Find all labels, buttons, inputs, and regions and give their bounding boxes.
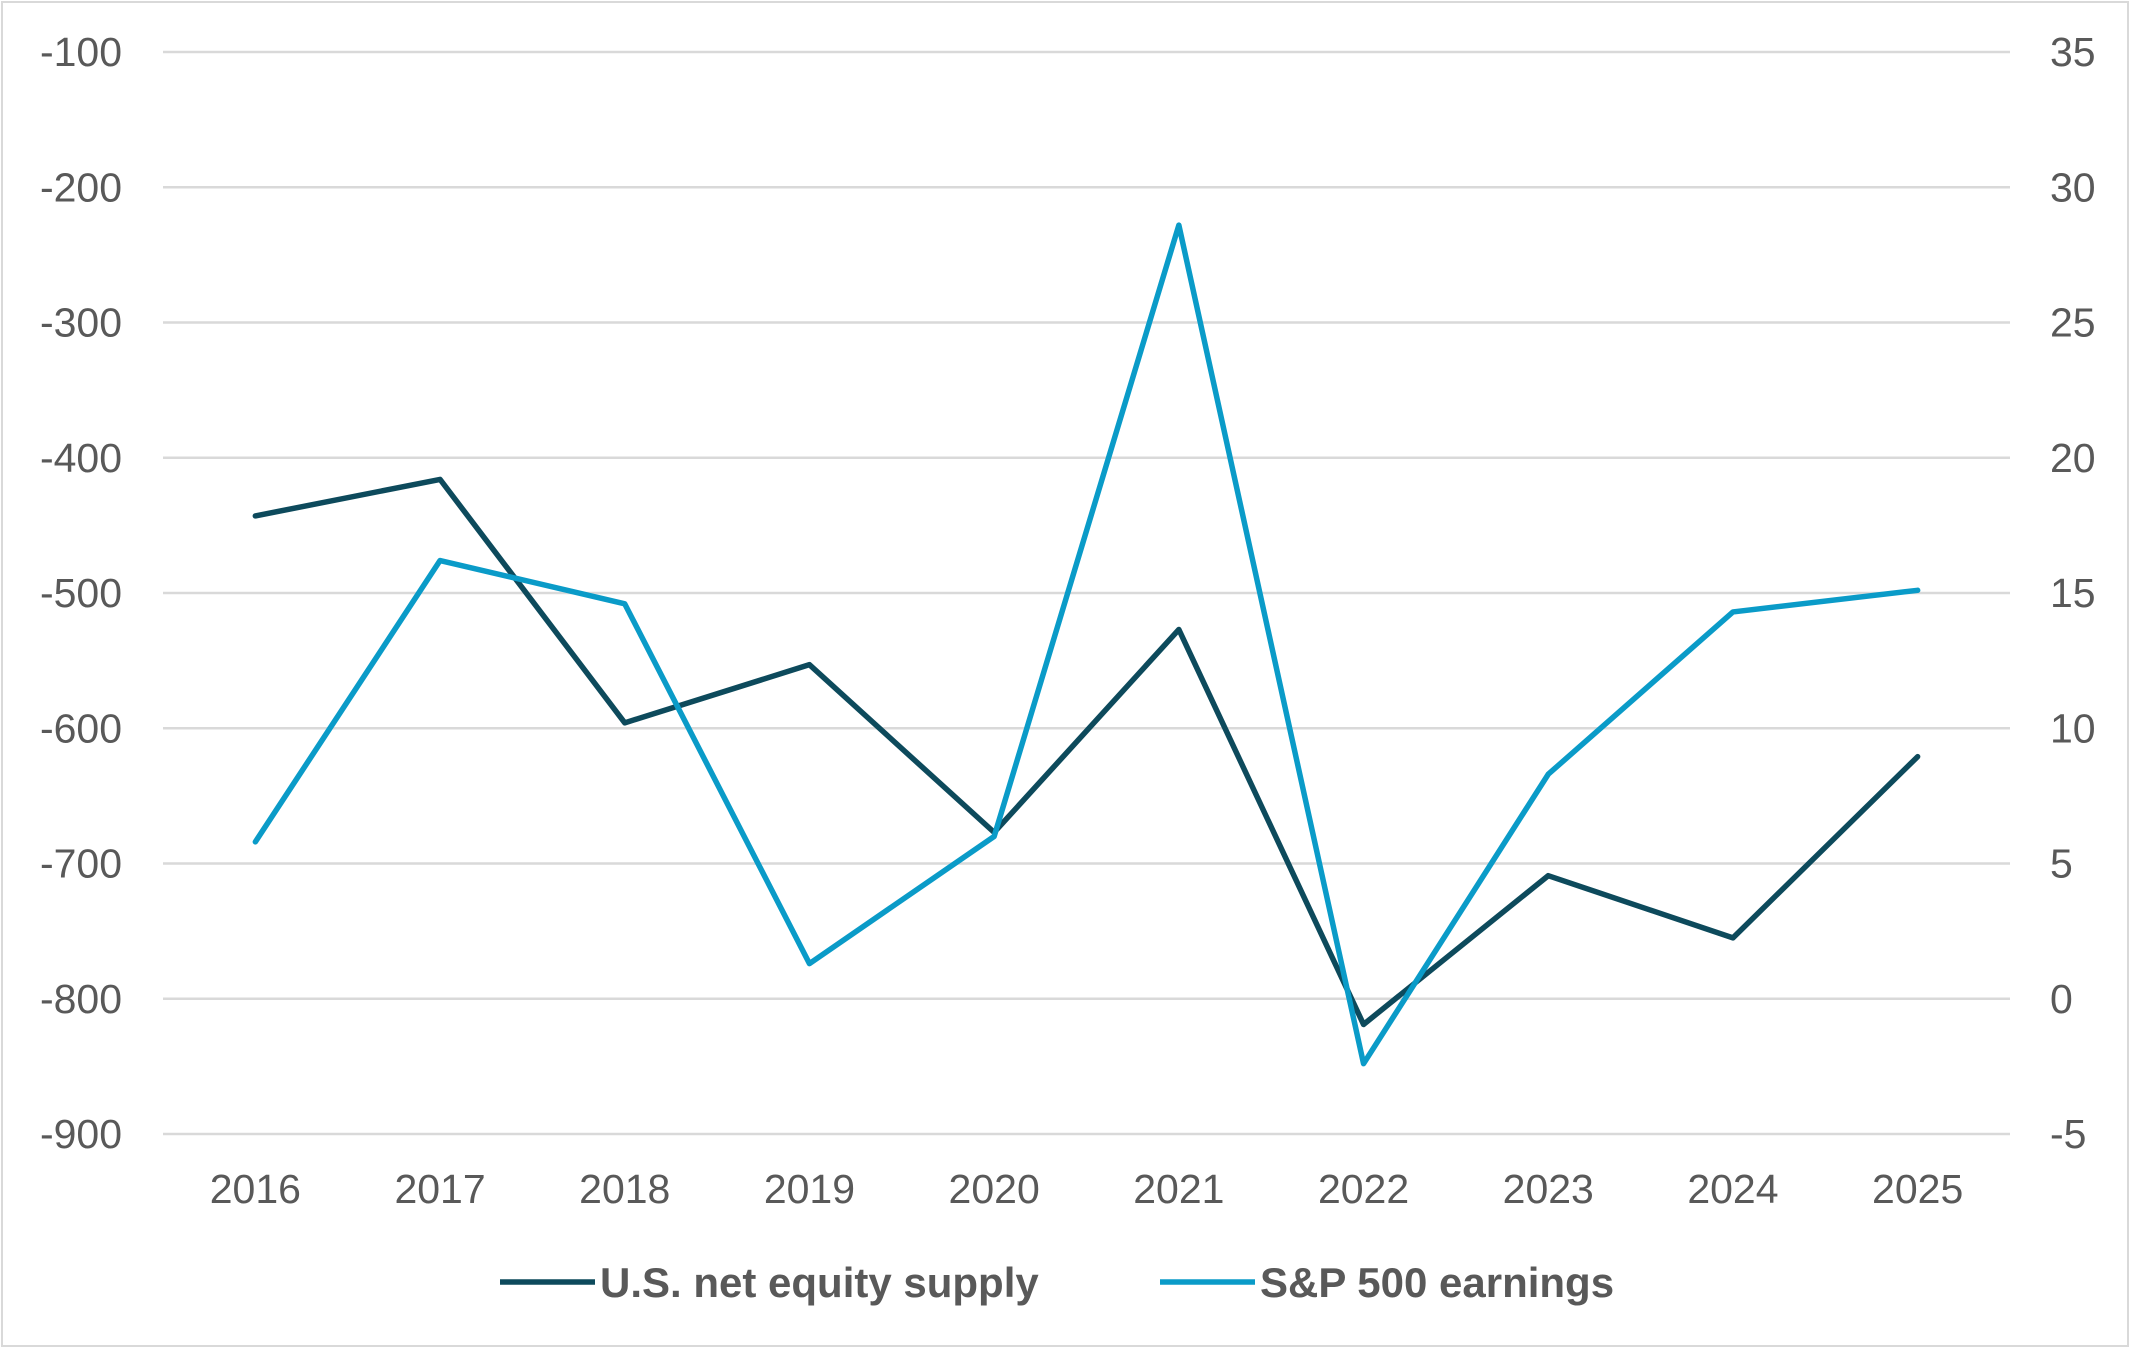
x-tick-label: 2016 [210,1166,301,1212]
left-tick-label: -300 [40,300,122,346]
left-tick-label: -700 [40,841,122,887]
left-tick-label: -900 [40,1111,122,1157]
right-tick-label: -5 [2050,1111,2086,1157]
series-line-2 [252,222,1921,1067]
series-line-1 [252,476,1921,1028]
series-lines [252,222,1921,1067]
left-tick-label: -600 [40,705,122,751]
x-tick-label: 2018 [579,1166,670,1212]
legend: U.S. net equity supply S&P 500 earnings [500,1259,1614,1306]
left-tick-label: -400 [40,435,122,481]
x-tick-label: 2020 [949,1166,1040,1212]
left-axis-ticks: -100 -200 -300 -400 -500 -600 -700 -800 -900 [40,29,122,1157]
gridlines [163,50,2010,1136]
right-tick-label: 35 [2050,29,2096,75]
left-tick-label: -100 [40,29,122,75]
right-tick-label: 5 [2050,841,2073,887]
x-tick-label: 2017 [394,1166,485,1212]
right-tick-label: 25 [2050,300,2096,346]
right-tick-label: 10 [2050,705,2096,751]
x-tick-label: 2022 [1318,1166,1409,1212]
left-tick-label: -800 [40,976,122,1022]
legend-label: S&P 500 earnings [1260,1259,1614,1306]
right-tick-label: 0 [2050,976,2073,1022]
left-tick-label: -500 [40,570,122,616]
right-tick-label: 15 [2050,570,2096,616]
right-tick-label: 20 [2050,435,2096,481]
x-tick-label: 2019 [764,1166,855,1212]
x-axis-ticks: 2016 2017 2018 2019 2020 2021 2022 2023 2024 2025 [210,1166,1964,1212]
right-axis-ticks: 35 30 25 20 15 10 5 0 -5 [2050,29,2096,1157]
left-tick-label: -200 [40,164,122,210]
x-tick-label: 2023 [1503,1166,1594,1212]
x-tick-label: 2021 [1133,1166,1224,1212]
right-tick-label: 30 [2050,164,2096,210]
x-tick-label: 2025 [1872,1166,1963,1212]
x-tick-label: 2024 [1687,1166,1778,1212]
legend-label: U.S. net equity supply [600,1259,1039,1306]
